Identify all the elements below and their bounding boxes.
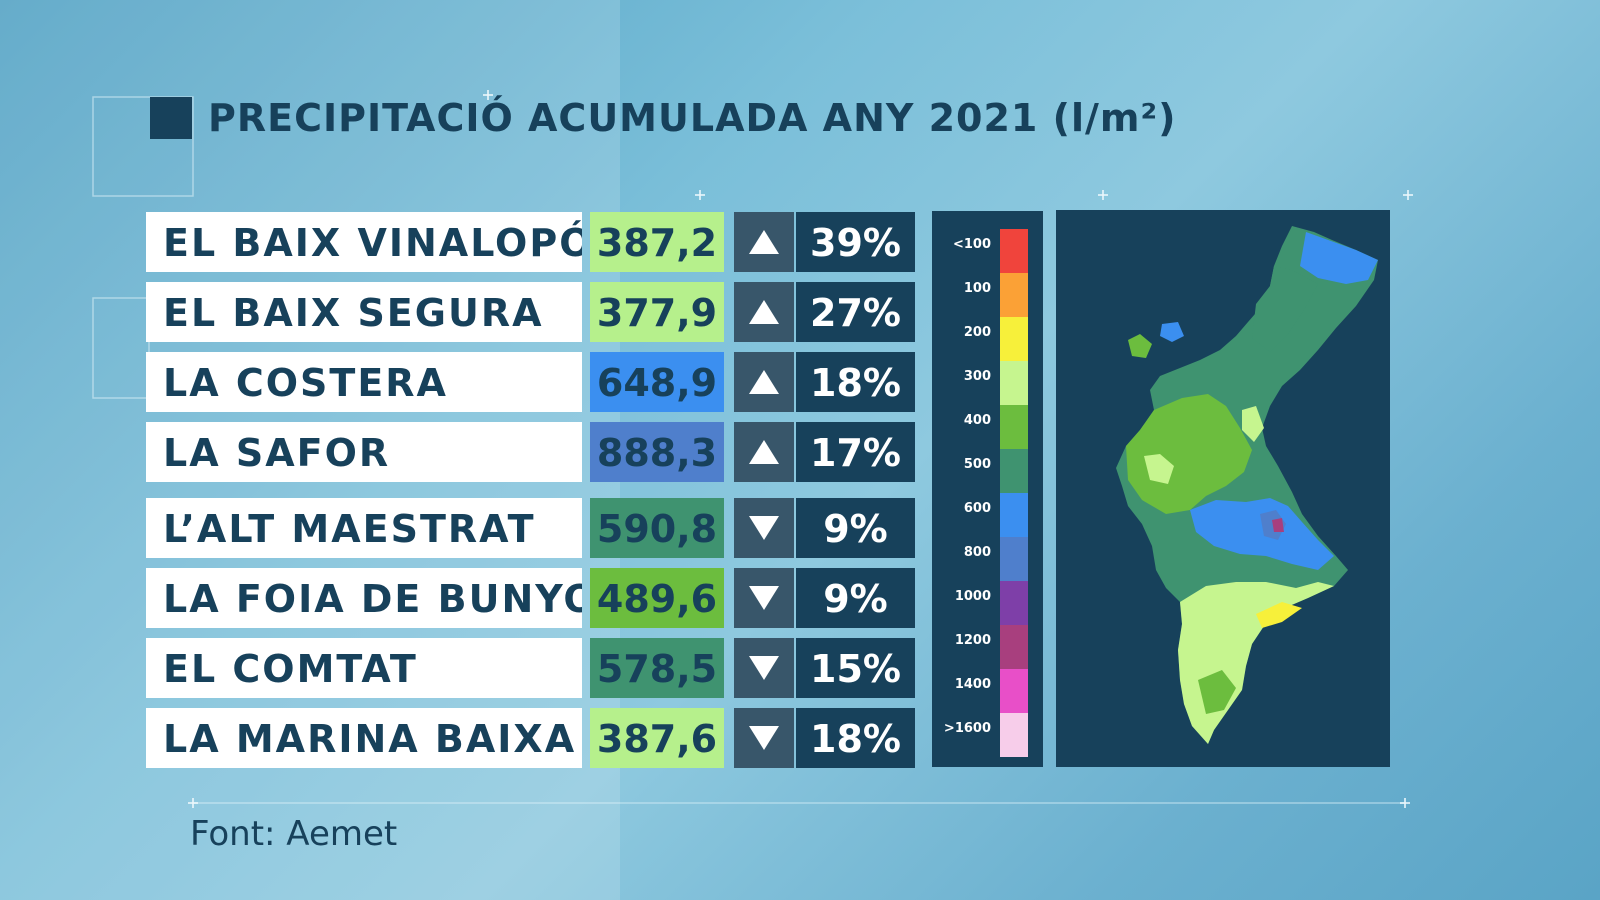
valencia-map-shape [1116,226,1378,744]
region-name: LA MARINA BAIXA [146,708,582,768]
precipitation-value: 648,9 [590,352,724,412]
legend-swatch [1000,361,1028,405]
legend-label: 800 [963,545,991,560]
triangle-down-icon [734,568,794,628]
change-percent: 15% [796,638,915,698]
legend-label: 1200 [954,633,991,648]
legend-label: 600 [963,501,991,516]
precipitation-value: 387,2 [590,212,724,272]
precipitation-value: 888,3 [590,422,724,482]
precipitation-map [1056,210,1390,767]
change-percent: 18% [796,352,915,412]
legend-swatch [1000,317,1028,361]
region-name: EL BAIX SEGURA [146,282,582,342]
legend-swatch [1000,405,1028,449]
legend-label: 100 [963,281,991,296]
chart-title: PRECIPITACIÓ ACUMULADA ANY 2021 (l/m²) [208,96,1177,140]
precipitation-legend: <100 100 200 300 400 500 600 800 1000 1200 1400 >16… [932,211,1043,767]
triangle-up-icon [734,352,794,412]
triangle-up-icon [734,282,794,342]
legend-label: 200 [963,325,991,340]
legend-label: >1600 [943,721,991,736]
change-percent: 9% [796,498,915,558]
precipitation-value: 489,6 [590,568,724,628]
legend-swatch [1000,625,1028,669]
region-name: LA COSTERA [146,352,582,412]
title-marker [150,97,192,139]
change-percent: 17% [796,422,915,482]
change-percent: 18% [796,708,915,768]
precipitation-value: 578,5 [590,638,724,698]
region-name: LA FOIA DE BUNYOL [146,568,582,628]
legend-swatch [1000,493,1028,537]
region-name: EL COMTAT [146,638,582,698]
region-name: LA SAFOR [146,422,582,482]
legend-swatch [1000,273,1028,317]
precipitation-value: 377,9 [590,282,724,342]
legend-label: 500 [963,457,991,472]
triangle-up-icon [734,212,794,272]
change-percent: 39% [796,212,915,272]
legend-swatch [1000,713,1028,757]
triangle-up-icon [734,422,794,482]
legend-label: 300 [963,369,991,384]
precipitation-value: 387,6 [590,708,724,768]
legend-label: 400 [963,413,991,428]
triangle-down-icon [734,638,794,698]
legend-swatch [1000,449,1028,493]
legend-swatch [1000,229,1028,273]
triangle-down-icon [734,708,794,768]
legend-swatch [1000,581,1028,625]
region-name: L’ALT MAESTRAT [146,498,582,558]
triangle-down-icon [734,498,794,558]
source-note: Font: Aemet [190,814,398,854]
legend-label: 1000 [954,589,991,604]
legend-label: <100 [952,237,991,252]
region-name: EL BAIX VINALOPÓ [146,212,582,272]
change-percent: 27% [796,282,915,342]
legend-label: 1400 [954,677,991,692]
legend-swatch [1000,537,1028,581]
precipitation-value: 590,8 [590,498,724,558]
change-percent: 9% [796,568,915,628]
legend-swatch [1000,669,1028,713]
